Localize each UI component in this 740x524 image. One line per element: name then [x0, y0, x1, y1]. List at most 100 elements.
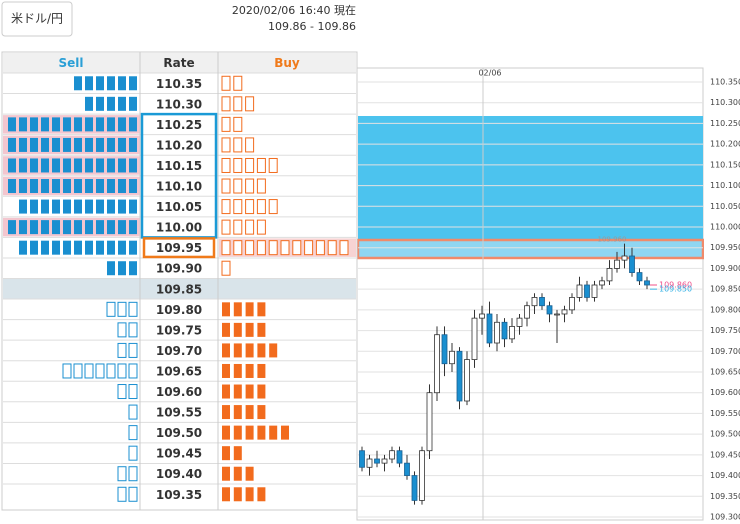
buy-box	[245, 405, 254, 420]
column-header: Rate	[163, 56, 194, 70]
candle-body	[381, 458, 388, 464]
header-row	[3, 53, 356, 73]
rate: 109.75	[156, 323, 202, 337]
buy-box	[222, 466, 230, 481]
sell-box	[63, 199, 71, 214]
rate: 109.60	[156, 385, 202, 399]
buy-box	[245, 157, 255, 173]
buy-box	[245, 363, 254, 378]
buy-box	[222, 425, 230, 440]
buy-box	[245, 137, 255, 153]
sell-box	[118, 261, 126, 276]
sell-box	[41, 199, 49, 214]
sell-box	[128, 425, 138, 441]
rate: 110.10	[156, 180, 202, 194]
buy-box	[245, 199, 255, 215]
candle-body	[404, 462, 410, 476]
buy-box	[221, 75, 231, 91]
price-label: 109.850	[659, 285, 692, 294]
y-tick-label: 109.750	[710, 326, 740, 335]
sell-box	[118, 76, 126, 91]
sell-box	[52, 158, 60, 173]
pair-button[interactable]	[1, 1, 73, 37]
sell-box	[128, 404, 138, 420]
sell-box	[19, 240, 27, 255]
sell-box	[129, 261, 137, 276]
sell-box	[128, 363, 138, 379]
rate-range: 109.86 - 109.86	[268, 20, 356, 33]
sell-box	[63, 179, 71, 194]
buy-box	[221, 178, 231, 194]
sell-box	[129, 220, 137, 235]
y-tick-label: 109.950	[710, 243, 740, 252]
sell-box	[129, 76, 137, 91]
buy-box	[268, 157, 278, 173]
sell-box	[107, 220, 115, 235]
sell-box	[19, 220, 27, 235]
buy-box	[280, 240, 290, 256]
candle-body	[411, 475, 418, 501]
buy-box	[221, 199, 231, 215]
rate: 109.55	[156, 406, 202, 420]
high-label: 109.960	[598, 236, 627, 244]
current-rate-row	[3, 278, 356, 300]
buy-box	[222, 322, 230, 337]
buy-box	[245, 322, 254, 337]
buy-box	[233, 96, 243, 112]
sell-box	[8, 179, 16, 194]
y-tick-label: 109.800	[710, 305, 740, 314]
buy-box	[245, 466, 254, 481]
sell-box	[52, 240, 60, 255]
y-tick-label: 109.450	[710, 450, 740, 459]
y-tick-label: 109.900	[710, 264, 740, 273]
buy-box	[221, 260, 231, 276]
buy-box	[221, 137, 231, 153]
rate-selection	[142, 237, 216, 259]
sell-box	[117, 363, 127, 379]
rate: 110.20	[156, 138, 202, 152]
pair-button-label[interactable]: 米ドル/円	[11, 12, 63, 26]
buy-box	[222, 302, 230, 317]
candle-body	[359, 450, 365, 468]
buy-box	[304, 240, 314, 256]
sell-box	[74, 158, 82, 173]
rate: 109.45	[156, 447, 202, 461]
buy-box	[221, 219, 231, 235]
sell-box	[117, 384, 127, 400]
sell-zone	[358, 116, 703, 240]
sell-box	[107, 240, 115, 255]
sell-box	[74, 137, 82, 152]
buy-box	[222, 384, 230, 399]
candle-body	[629, 255, 635, 273]
sell-box	[52, 199, 60, 214]
y-tick-label: 109.400	[710, 471, 740, 480]
sell-box	[74, 76, 82, 91]
buy-box	[233, 302, 242, 317]
sell-box	[118, 240, 126, 255]
candle-body	[434, 334, 440, 394]
sell-box	[128, 322, 138, 338]
sell-box	[128, 301, 138, 317]
buy-box	[281, 425, 289, 440]
sell-box	[30, 240, 38, 255]
buy-box	[233, 384, 242, 399]
sell-box	[129, 158, 137, 173]
sell-box	[8, 117, 16, 132]
candle-body	[456, 350, 463, 402]
selected-rate-band	[357, 238, 704, 260]
buy-box	[233, 137, 243, 153]
candle-body	[614, 259, 620, 269]
candle-body	[569, 297, 575, 311]
buy-box	[268, 240, 278, 256]
candle-body	[516, 317, 523, 327]
sell-box	[107, 117, 115, 132]
sell-box	[74, 199, 82, 214]
sell-box	[107, 179, 115, 194]
sell-box	[85, 158, 93, 173]
candle-body	[591, 284, 598, 298]
rate: 110.00	[156, 221, 202, 235]
sell-box	[74, 117, 82, 132]
sell-box	[117, 466, 127, 482]
buy-box	[256, 199, 266, 215]
